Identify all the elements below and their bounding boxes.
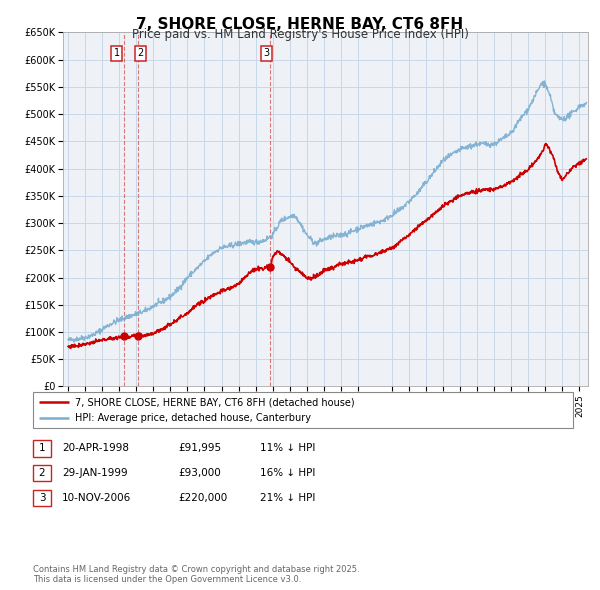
Text: 2: 2 [38, 468, 46, 478]
Text: 3: 3 [38, 493, 46, 503]
Text: £220,000: £220,000 [179, 493, 228, 503]
Text: 11% ↓ HPI: 11% ↓ HPI [260, 444, 315, 453]
Text: £91,995: £91,995 [179, 444, 222, 453]
Text: 3: 3 [263, 48, 269, 58]
Text: £93,000: £93,000 [179, 468, 221, 478]
Text: 10-NOV-2006: 10-NOV-2006 [62, 493, 131, 503]
Text: 20-APR-1998: 20-APR-1998 [62, 444, 129, 453]
Text: Price paid vs. HM Land Registry's House Price Index (HPI): Price paid vs. HM Land Registry's House … [131, 28, 469, 41]
Text: 1: 1 [113, 48, 120, 58]
Text: HPI: Average price, detached house, Canterbury: HPI: Average price, detached house, Cant… [75, 413, 311, 423]
Text: 1: 1 [38, 444, 46, 453]
Text: 2: 2 [137, 48, 143, 58]
Text: Contains HM Land Registry data © Crown copyright and database right 2025.
This d: Contains HM Land Registry data © Crown c… [33, 565, 359, 584]
Text: 29-JAN-1999: 29-JAN-1999 [62, 468, 127, 478]
Text: 7, SHORE CLOSE, HERNE BAY, CT6 8FH: 7, SHORE CLOSE, HERNE BAY, CT6 8FH [136, 17, 464, 31]
Text: 7, SHORE CLOSE, HERNE BAY, CT6 8FH (detached house): 7, SHORE CLOSE, HERNE BAY, CT6 8FH (deta… [75, 397, 355, 407]
Text: 21% ↓ HPI: 21% ↓ HPI [260, 493, 315, 503]
Text: 16% ↓ HPI: 16% ↓ HPI [260, 468, 315, 478]
